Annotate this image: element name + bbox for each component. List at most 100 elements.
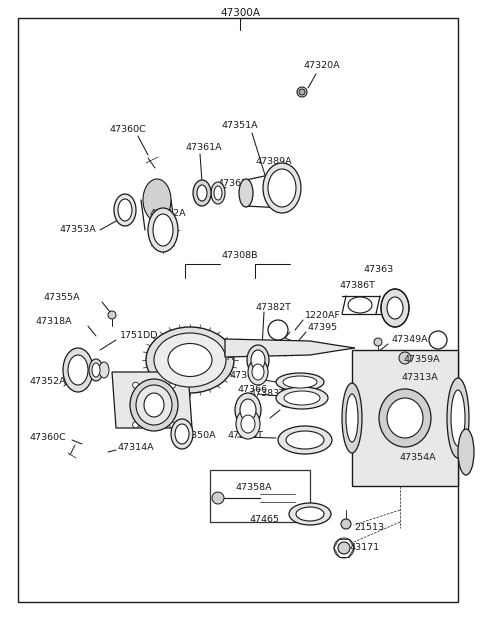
Ellipse shape	[278, 426, 332, 454]
Text: 47383T: 47383T	[250, 389, 286, 397]
Text: 1220AF: 1220AF	[305, 311, 341, 319]
Text: 47452: 47452	[282, 402, 312, 410]
Text: A: A	[274, 325, 282, 335]
Ellipse shape	[154, 333, 226, 387]
Text: 47354A: 47354A	[400, 453, 437, 461]
Polygon shape	[112, 372, 192, 428]
Ellipse shape	[342, 383, 362, 453]
Text: 47314A: 47314A	[118, 443, 155, 453]
Circle shape	[374, 338, 382, 346]
Circle shape	[295, 185, 300, 190]
Circle shape	[399, 352, 411, 364]
Text: 47357A: 47357A	[197, 353, 234, 363]
Ellipse shape	[118, 199, 132, 221]
Text: 47382T: 47382T	[256, 304, 292, 312]
Ellipse shape	[268, 169, 296, 207]
Text: 47395: 47395	[308, 324, 338, 332]
Text: 47353A: 47353A	[60, 226, 97, 234]
Text: 47300A: 47300A	[220, 8, 260, 18]
Ellipse shape	[211, 182, 225, 204]
Circle shape	[212, 492, 224, 504]
Text: 47389A: 47389A	[256, 157, 293, 167]
Ellipse shape	[146, 327, 234, 393]
Circle shape	[169, 382, 175, 388]
Text: 47351A: 47351A	[222, 122, 259, 130]
Circle shape	[169, 422, 175, 428]
Ellipse shape	[214, 186, 222, 200]
Ellipse shape	[148, 208, 178, 252]
Circle shape	[341, 519, 351, 529]
Ellipse shape	[153, 214, 173, 246]
Text: 1751DD: 1751DD	[120, 332, 158, 340]
Ellipse shape	[286, 431, 324, 449]
Text: 47362: 47362	[218, 180, 248, 188]
Ellipse shape	[283, 376, 317, 388]
Circle shape	[299, 89, 305, 95]
Ellipse shape	[130, 379, 178, 431]
Text: 47383T: 47383T	[227, 432, 263, 440]
Text: 47355A: 47355A	[44, 293, 81, 303]
Ellipse shape	[276, 373, 324, 391]
Ellipse shape	[263, 163, 301, 213]
Circle shape	[287, 168, 292, 173]
Text: 47363: 47363	[364, 265, 394, 275]
Circle shape	[287, 203, 292, 208]
Ellipse shape	[348, 297, 372, 313]
Ellipse shape	[239, 179, 253, 207]
Text: 47350A: 47350A	[180, 432, 216, 440]
Circle shape	[297, 87, 307, 97]
Ellipse shape	[248, 359, 268, 385]
Bar	[210, 470, 310, 522]
Circle shape	[338, 542, 350, 554]
Text: A: A	[434, 335, 442, 345]
Circle shape	[264, 185, 269, 190]
Ellipse shape	[175, 424, 189, 444]
Circle shape	[132, 382, 139, 388]
Text: 43171: 43171	[350, 544, 380, 552]
Bar	[352, 350, 458, 486]
Text: 47360C: 47360C	[110, 125, 147, 135]
Ellipse shape	[241, 415, 255, 433]
Ellipse shape	[252, 364, 264, 380]
Ellipse shape	[251, 350, 265, 370]
Text: 47312A: 47312A	[150, 210, 187, 218]
Text: 47386T: 47386T	[340, 280, 376, 290]
Circle shape	[268, 320, 288, 340]
Ellipse shape	[99, 362, 109, 378]
Ellipse shape	[197, 185, 207, 201]
Ellipse shape	[68, 355, 88, 385]
Ellipse shape	[296, 507, 324, 521]
Ellipse shape	[387, 297, 403, 319]
Ellipse shape	[381, 289, 409, 327]
Text: 47361A: 47361A	[185, 143, 222, 153]
Text: 47359A: 47359A	[404, 355, 441, 365]
Text: 47313A: 47313A	[402, 373, 439, 383]
Text: 47349A: 47349A	[392, 335, 429, 345]
Text: 47308B: 47308B	[222, 252, 259, 260]
Ellipse shape	[284, 391, 320, 405]
Text: 47318A: 47318A	[36, 317, 72, 327]
Ellipse shape	[143, 179, 171, 221]
Ellipse shape	[92, 363, 100, 377]
Ellipse shape	[276, 387, 328, 409]
Text: 47320A: 47320A	[304, 61, 341, 71]
Ellipse shape	[236, 409, 260, 439]
Circle shape	[132, 422, 139, 428]
Circle shape	[272, 203, 277, 208]
Ellipse shape	[458, 429, 474, 475]
Text: 47360C: 47360C	[30, 433, 67, 443]
Circle shape	[429, 331, 447, 349]
Text: 47465: 47465	[250, 515, 280, 525]
Text: 47383T: 47383T	[230, 371, 266, 379]
Ellipse shape	[193, 180, 211, 206]
Ellipse shape	[247, 345, 269, 375]
Ellipse shape	[289, 503, 331, 525]
Ellipse shape	[114, 194, 136, 226]
Text: 47352A: 47352A	[30, 378, 67, 386]
Ellipse shape	[89, 359, 103, 381]
Ellipse shape	[240, 399, 256, 421]
Ellipse shape	[144, 393, 164, 417]
Ellipse shape	[346, 394, 358, 442]
Ellipse shape	[387, 398, 423, 438]
Text: 21513: 21513	[354, 523, 384, 533]
